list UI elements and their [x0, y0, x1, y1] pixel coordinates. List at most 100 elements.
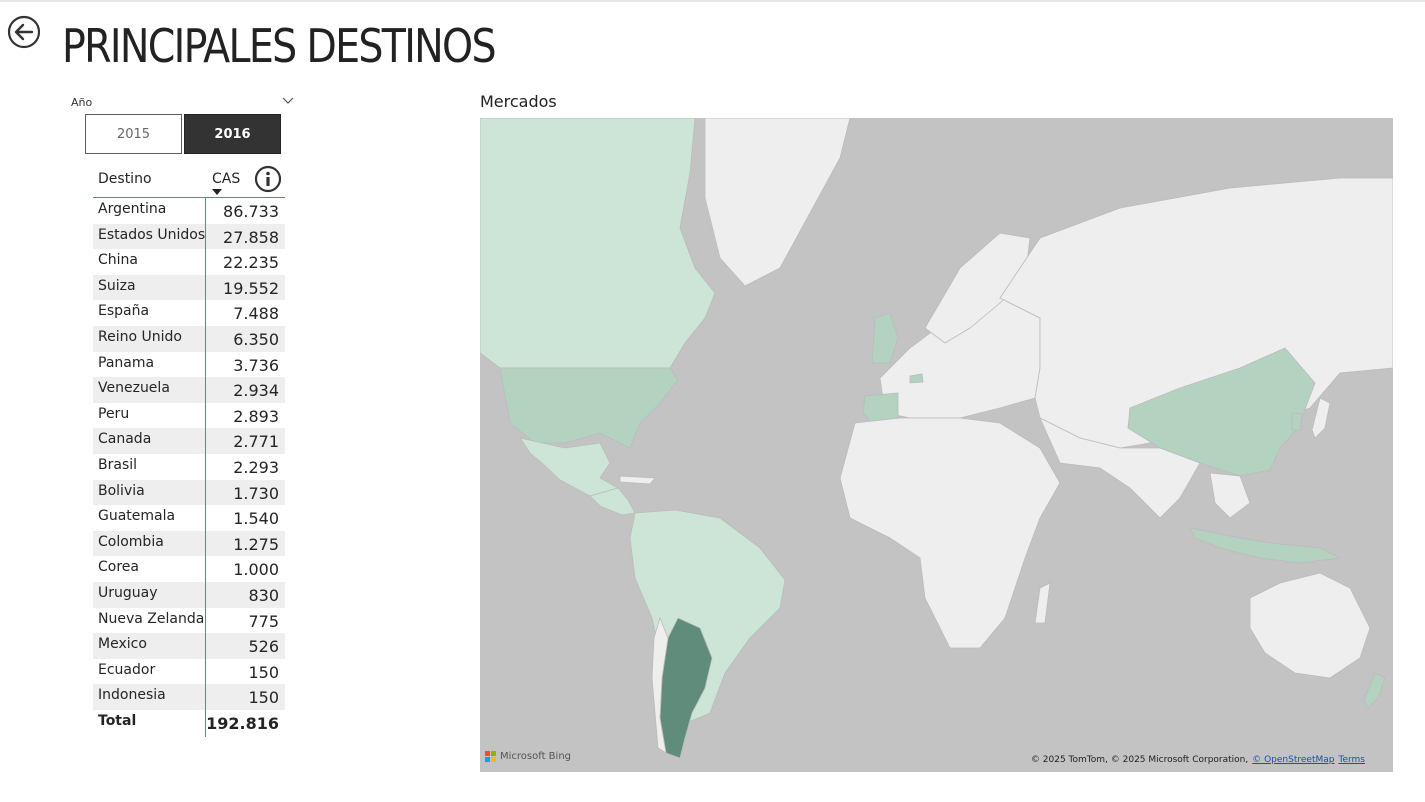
mexico-shape [519, 437, 620, 497]
total-row: Total 192.816 [93, 710, 285, 736]
cas-value-cell: 19.552 [206, 274, 285, 301]
cas-value-cell: 1.730 [206, 479, 285, 506]
table-row[interactable]: China 22.235 [93, 249, 285, 275]
cas-value-cell: 526 [206, 633, 285, 659]
destination-cell: Panama [98, 354, 155, 371]
cas-value-cell: 2.934 [206, 377, 285, 403]
new-zealand-shape [1363, 672, 1386, 709]
korea-shape [1291, 412, 1303, 431]
table-row[interactable]: Peru 2.893 [93, 403, 285, 429]
cas-value-cell: 3.736 [233, 355, 279, 375]
top-border [0, 0, 1425, 2]
destination-cell: China [98, 252, 138, 269]
destination-cell: Bolivia [93, 479, 205, 506]
madagascar-shape [1034, 582, 1051, 624]
caribbean-shape [619, 475, 656, 485]
destination-cell: España [98, 303, 150, 320]
cas-value-cell: 830 [206, 581, 285, 608]
table-row[interactable]: Estados Unidos 27.858 [93, 223, 285, 250]
table-row[interactable]: Brasil 2.293 [93, 454, 285, 480]
map-copyright: © 2025 TomTom, © 2025 Microsoft Corporat… [1031, 755, 1365, 765]
canada-shape [480, 118, 716, 369]
table-row[interactable]: Nueva Zelanda 775 [93, 608, 285, 634]
destination-cell: Uruguay [93, 581, 205, 608]
table-row[interactable]: Panama 3.736 [93, 352, 285, 378]
table-row[interactable]: Uruguay 830 [93, 581, 285, 608]
chevron-down-icon[interactable] [282, 96, 294, 106]
destination-cell: Guatemala [98, 508, 176, 525]
cas-value-cell: 1.275 [206, 530, 285, 557]
column-header-destino[interactable]: Destino [98, 171, 152, 187]
cas-value-cell: 7.488 [233, 304, 279, 324]
destination-cell: Argentina [98, 201, 167, 217]
cas-value-cell: 27.858 [206, 223, 285, 250]
south-asia-shape [1039, 417, 1201, 519]
table-row[interactable]: Ecuador 150 [93, 659, 285, 685]
destination-cell: Nueva Zelanda [98, 610, 205, 627]
usa-shape [499, 367, 679, 449]
copyright-text: © 2025 TomTom, © 2025 Microsoft Corporat… [1030, 755, 1249, 765]
table-row[interactable]: Canada 2.771 [93, 428, 285, 454]
table-row[interactable]: España 7.488 [93, 300, 285, 326]
australia-shape [1249, 572, 1371, 679]
terms-link[interactable]: Terms [1338, 755, 1365, 765]
bing-logo: Microsoft Bing [485, 751, 571, 762]
year-slicer-label: Año [71, 96, 93, 109]
destination-cell: Colombia [93, 530, 205, 557]
table-row[interactable]: Corea 1.000 [93, 556, 285, 582]
cas-value-cell: 150 [206, 684, 285, 710]
table-row[interactable]: Indonesia 150 [93, 684, 285, 710]
destination-cell: Corea [98, 559, 139, 576]
page-title: PRINCIPALES DESTINOS [62, 19, 497, 73]
destination-cell: Ecuador [98, 661, 156, 678]
cas-value-cell: 86.733 [223, 202, 279, 221]
destination-cell: Mexico [93, 633, 205, 659]
destination-cell: Reino Unido [93, 325, 205, 352]
total-label: Total [98, 712, 137, 729]
indonesia-shape [1189, 527, 1342, 564]
africa-shape [839, 417, 1061, 649]
cas-value-cell: 2.293 [233, 457, 279, 477]
destination-cell: Indonesia [93, 684, 205, 710]
info-icon[interactable] [254, 165, 282, 193]
destination-cell: Brasil [98, 456, 138, 473]
switzerland-shape [909, 373, 924, 384]
cas-value-cell: 1.540 [233, 509, 279, 529]
year-option-2016[interactable]: 2016 [184, 114, 281, 154]
filled-map[interactable]: Microsoft Bing © 2025 TomTom, © 2025 Mic… [480, 118, 1393, 772]
cas-value-cell: 2.771 [206, 428, 285, 454]
column-divider [205, 198, 206, 737]
openstreetmap-link[interactable]: © OpenStreetMap [1252, 755, 1335, 765]
table-row[interactable]: Venezuela 2.934 [93, 377, 285, 403]
destination-cell: Estados Unidos [93, 223, 205, 250]
cas-value-cell: 775 [248, 611, 279, 631]
map-title: Mercados [480, 92, 557, 111]
back-arrow-circle-icon[interactable] [7, 15, 41, 49]
destination-cell: Venezuela [93, 377, 205, 403]
chile-shape [651, 616, 669, 754]
japan-shape [1311, 397, 1331, 439]
table-row[interactable]: Suiza 19.552 [93, 274, 285, 301]
table-body: Argentina 86.733 Estados Unidos 27.858 China… [93, 198, 285, 735]
column-header-cas[interactable]: CAS [212, 171, 241, 187]
table-row[interactable]: Guatemala 1.540 [93, 505, 285, 531]
table-row[interactable]: Argentina 86.733 [93, 198, 285, 224]
table-row[interactable]: Colombia 1.275 [93, 530, 285, 557]
destination-cell: Suiza [93, 274, 205, 301]
table-row[interactable]: Mexico 526 [93, 633, 285, 659]
world-map [480, 118, 1393, 759]
cas-value-cell: 2.893 [233, 406, 279, 426]
uk-shape [871, 312, 899, 364]
cas-value-cell: 1.000 [233, 560, 279, 580]
map-provider-label: Microsoft Bing [500, 751, 572, 762]
table-row[interactable]: Reino Unido 6.350 [93, 325, 285, 352]
microsoft-logo-icon [485, 751, 496, 762]
total-value: 192.816 [206, 713, 279, 733]
cas-value-cell: 150 [248, 662, 279, 682]
table-row[interactable]: Bolivia 1.730 [93, 479, 285, 506]
sort-descending-icon[interactable] [212, 189, 222, 195]
year-option-2015[interactable]: 2015 [85, 114, 182, 154]
destination-cell: Canada [93, 428, 205, 454]
cas-value-cell: 22.235 [223, 253, 279, 273]
header-divider [93, 197, 285, 198]
